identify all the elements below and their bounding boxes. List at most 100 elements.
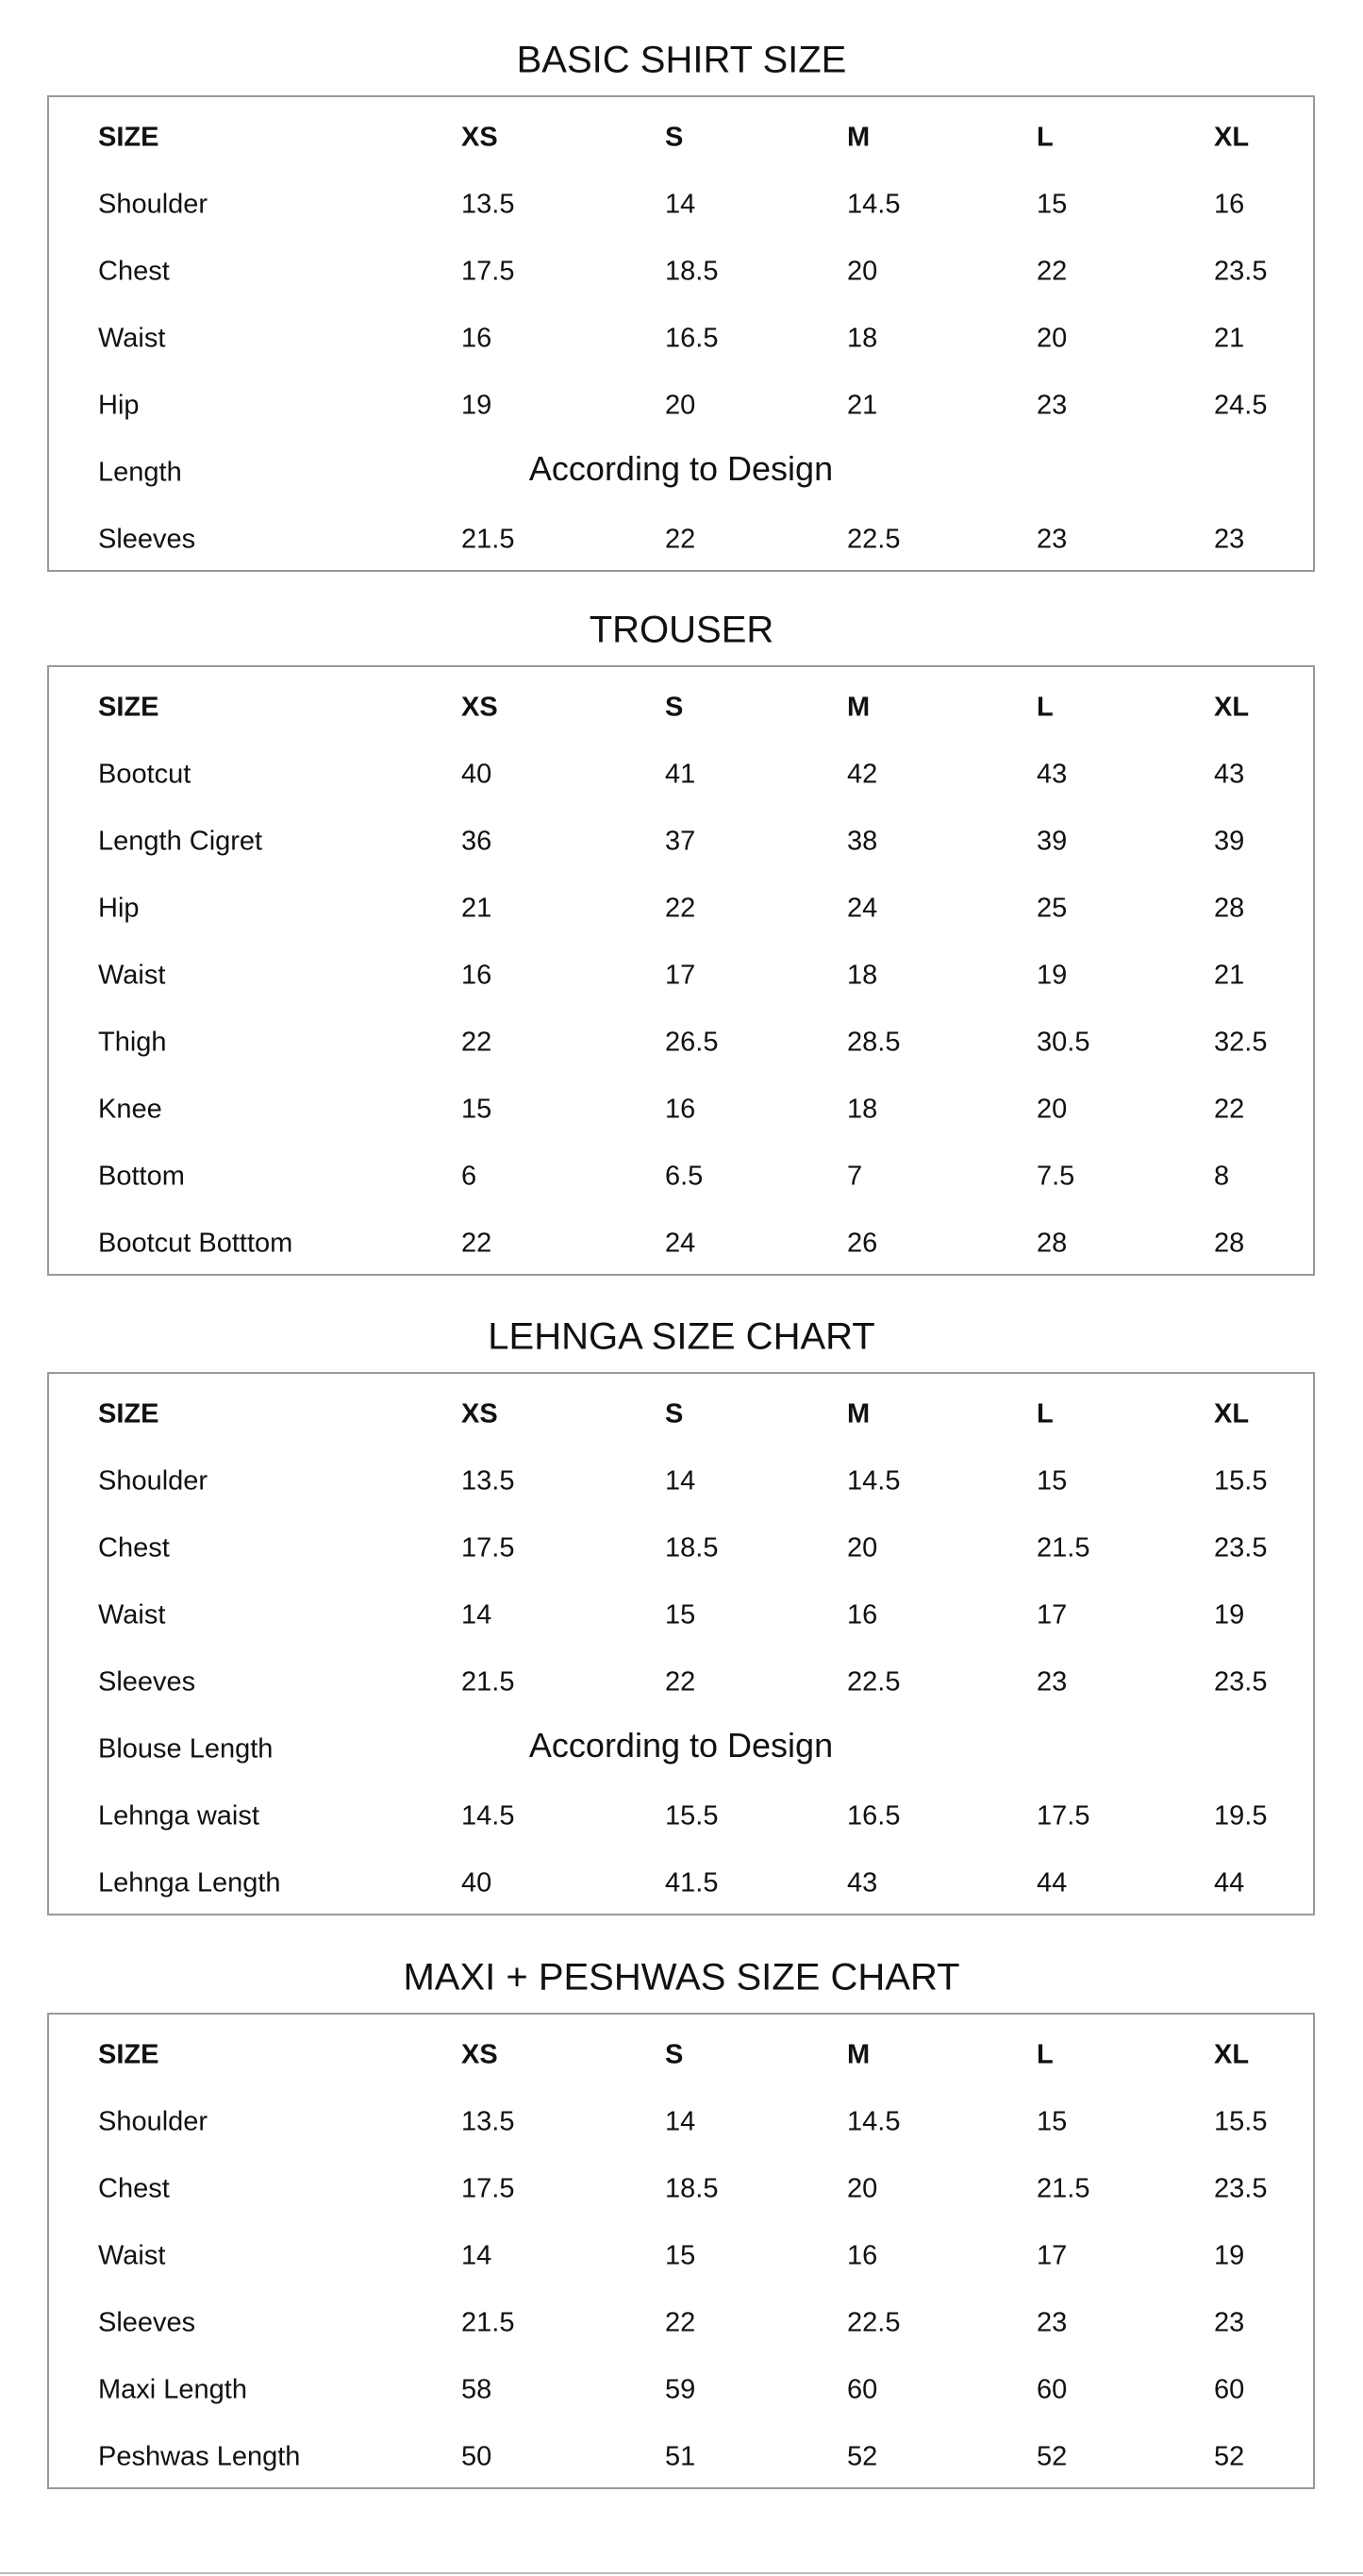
size-value: 15	[1037, 2106, 1068, 2137]
row-label: Waist	[98, 2240, 166, 2271]
size-value: 44	[1037, 1867, 1068, 1899]
size-value: 22	[665, 893, 696, 924]
header-cell: M	[847, 122, 871, 153]
size-value: 14	[461, 2240, 492, 2271]
row-label: Hip	[98, 390, 140, 421]
size-value: 28	[1214, 893, 1245, 924]
size-value: 20	[847, 2173, 878, 2204]
size-value: 16.5	[847, 1800, 901, 1832]
header-cell: M	[847, 2039, 871, 2070]
size-value: 13.5	[461, 189, 515, 220]
size-value: 23.5	[1214, 1666, 1268, 1698]
header-cell: XS	[461, 122, 498, 153]
size-value: 17.5	[461, 2173, 515, 2204]
size-value: 22.5	[847, 524, 901, 555]
header-cell: M	[847, 1398, 871, 1430]
table-border	[47, 665, 1315, 1276]
size-value: 24.5	[1214, 390, 1268, 421]
size-value: 21	[461, 893, 492, 924]
size-value: 18.5	[665, 1532, 719, 1564]
size-value: 16	[665, 1094, 696, 1125]
size-value: 41.5	[665, 1867, 719, 1899]
size-value: 21.5	[461, 1666, 515, 1698]
size-value: 17.5	[1037, 1800, 1090, 1832]
row-label: Shoulder	[98, 2106, 208, 2137]
table-border	[47, 1372, 1315, 1915]
size-value: 23.5	[1214, 2173, 1268, 2204]
size-value: 21.5	[1037, 1532, 1090, 1564]
size-value: 20	[665, 390, 696, 421]
span-note: According to Design	[528, 449, 834, 488]
row-label: Blouse Length	[98, 1733, 274, 1765]
size-value: 14.5	[847, 1465, 901, 1497]
header-cell: S	[665, 692, 684, 723]
size-value: 14.5	[461, 1800, 515, 1832]
size-value: 15	[665, 2240, 696, 2271]
size-value: 21	[1214, 960, 1245, 991]
size-value: 18	[847, 1094, 878, 1125]
size-value: 16	[461, 323, 492, 354]
row-label: Knee	[98, 1094, 162, 1125]
row-label: Length Cigret	[98, 826, 263, 857]
bottom-rule	[0, 2572, 1363, 2574]
size-value: 15	[1037, 1465, 1068, 1497]
size-value: 24	[665, 1228, 696, 1259]
size-value: 21	[847, 390, 878, 421]
row-label: Waist	[98, 1599, 166, 1631]
size-value: 42	[847, 759, 878, 790]
size-value: 50	[461, 2441, 492, 2472]
size-value: 15.5	[1214, 2106, 1268, 2137]
header-cell: XS	[461, 2039, 498, 2070]
table-border	[47, 95, 1315, 572]
row-label: Maxi Length	[98, 2374, 247, 2405]
size-value: 37	[665, 826, 696, 857]
size-value: 23.5	[1214, 1532, 1268, 1564]
size-value: 60	[1214, 2374, 1245, 2405]
row-label: Waist	[98, 960, 166, 991]
size-value: 51	[665, 2441, 696, 2472]
header-cell: XL	[1214, 2039, 1250, 2070]
table-title: BASIC SHIRT SIZE	[516, 39, 847, 81]
size-value: 30.5	[1037, 1027, 1090, 1058]
size-value: 22	[461, 1027, 492, 1058]
span-note: According to Design	[528, 1726, 834, 1765]
size-value: 14	[665, 1465, 696, 1497]
size-value: 14	[461, 1599, 492, 1631]
size-value: 19	[1214, 2240, 1245, 2271]
size-value: 39	[1037, 826, 1068, 857]
size-value: 43	[1214, 759, 1245, 790]
size-value: 13.5	[461, 2106, 515, 2137]
size-value: 14	[665, 189, 696, 220]
size-value: 18.5	[665, 2173, 719, 2204]
table-border	[47, 2013, 1315, 2489]
row-label: Peshwas Length	[98, 2441, 301, 2472]
row-label: Waist	[98, 323, 166, 354]
size-value: 17	[1037, 1599, 1068, 1631]
size-value: 38	[847, 826, 878, 857]
size-value: 43	[847, 1867, 878, 1899]
header-cell: L	[1037, 2039, 1054, 2070]
size-value: 25	[1037, 893, 1068, 924]
size-value: 40	[461, 759, 492, 790]
table-title: LEHNGA SIZE CHART	[488, 1315, 875, 1358]
size-value: 43	[1037, 759, 1068, 790]
size-value: 14	[665, 2106, 696, 2137]
size-value: 19	[461, 390, 492, 421]
size-value: 40	[461, 1867, 492, 1899]
row-label: Lehnga waist	[98, 1800, 259, 1832]
size-value: 22	[665, 524, 696, 555]
size-value: 52	[1037, 2441, 1068, 2472]
header-cell: SIZE	[98, 692, 159, 723]
size-value: 7.5	[1037, 1161, 1075, 1192]
row-label: Bootcut	[98, 759, 191, 790]
size-value: 18	[847, 323, 878, 354]
size-value: 60	[1037, 2374, 1068, 2405]
header-cell: XS	[461, 692, 498, 723]
header-cell: SIZE	[98, 1398, 159, 1430]
size-value: 59	[665, 2374, 696, 2405]
size-value: 21	[1214, 323, 1245, 354]
header-cell: S	[665, 2039, 684, 2070]
size-value: 21.5	[461, 2307, 515, 2338]
size-value: 18.5	[665, 256, 719, 287]
size-value: 17.5	[461, 256, 515, 287]
